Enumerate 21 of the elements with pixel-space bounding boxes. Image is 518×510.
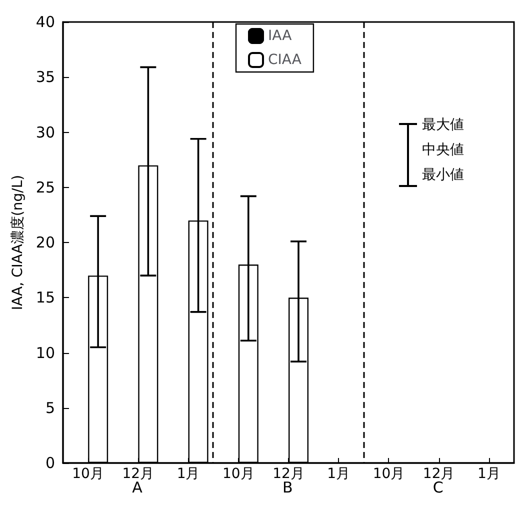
y-tick-label: 35 (36, 68, 55, 86)
x-tick-label: 1月 (327, 466, 350, 482)
y-tick-label: 15 (36, 288, 55, 307)
y-tick-label: 30 (36, 123, 55, 142)
legend-label: CIAA (268, 52, 302, 68)
legend-label: IAA (268, 28, 292, 44)
x-tick-label: 1月 (477, 466, 500, 482)
x-tick-label: 10月 (222, 466, 254, 482)
y-axis-title: IAA, CIAA濃度(ng/L) (10, 174, 26, 310)
y-tick-label: 25 (36, 178, 55, 196)
y-tick-label: 40 (36, 13, 55, 31)
y-tick-label: 5 (45, 398, 55, 417)
x-tick-label: 10月 (372, 466, 405, 482)
x-tick-label: 10月 (72, 466, 104, 482)
annotation: 中央値 (422, 142, 464, 158)
y-tick-label: 20 (36, 234, 55, 252)
y-tick-label: 10 (36, 344, 55, 362)
y-tick-label: 0 (45, 454, 55, 472)
annotation: 最小値 (422, 167, 464, 183)
x-tick-label: 1月 (176, 466, 200, 482)
annotation: 最大値 (422, 117, 464, 133)
